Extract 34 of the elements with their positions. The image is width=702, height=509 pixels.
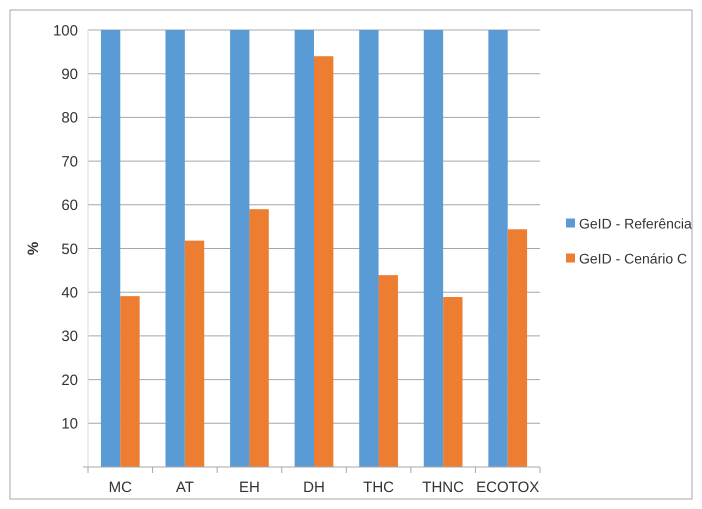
bar: [314, 56, 334, 467]
bar: [443, 297, 463, 467]
bar: [230, 30, 250, 467]
legend-label: GeID - Referência: [579, 215, 692, 232]
bar: [184, 240, 204, 467]
x-tick-label: MC: [108, 479, 132, 496]
y-tick-label: 20: [61, 372, 78, 389]
y-axis-title: %: [25, 242, 42, 256]
y-tick-label: 60: [61, 197, 78, 214]
x-tick-label: DH: [303, 479, 325, 496]
y-tick-label: 40: [61, 284, 78, 302]
bar: [424, 30, 444, 467]
y-tick-label: 80: [61, 110, 78, 127]
x-tick-label: ECOTOX: [476, 479, 540, 496]
bar: [378, 275, 398, 467]
legend-label: GeID - Cenário C: [579, 250, 688, 266]
bar: [488, 30, 508, 467]
bar: [100, 30, 120, 467]
bar: [165, 30, 185, 467]
y-tick-label: 100: [52, 22, 78, 40]
bar: [120, 296, 140, 467]
y-tick-label: 50: [61, 240, 78, 258]
bar: [294, 30, 314, 467]
y-tick-label: 90: [61, 66, 78, 83]
y-tick-label: 10: [61, 416, 78, 433]
y-tick-label: 30: [61, 328, 78, 346]
x-tick-label: THC: [363, 479, 394, 496]
y-tick-label: 70: [61, 153, 78, 170]
x-tick-label: EH: [239, 479, 260, 496]
bar: [359, 30, 379, 467]
bar: [249, 209, 269, 467]
x-tick-label: THNC: [422, 479, 464, 496]
x-tick-label: AT: [176, 479, 194, 496]
bar: [508, 229, 528, 467]
